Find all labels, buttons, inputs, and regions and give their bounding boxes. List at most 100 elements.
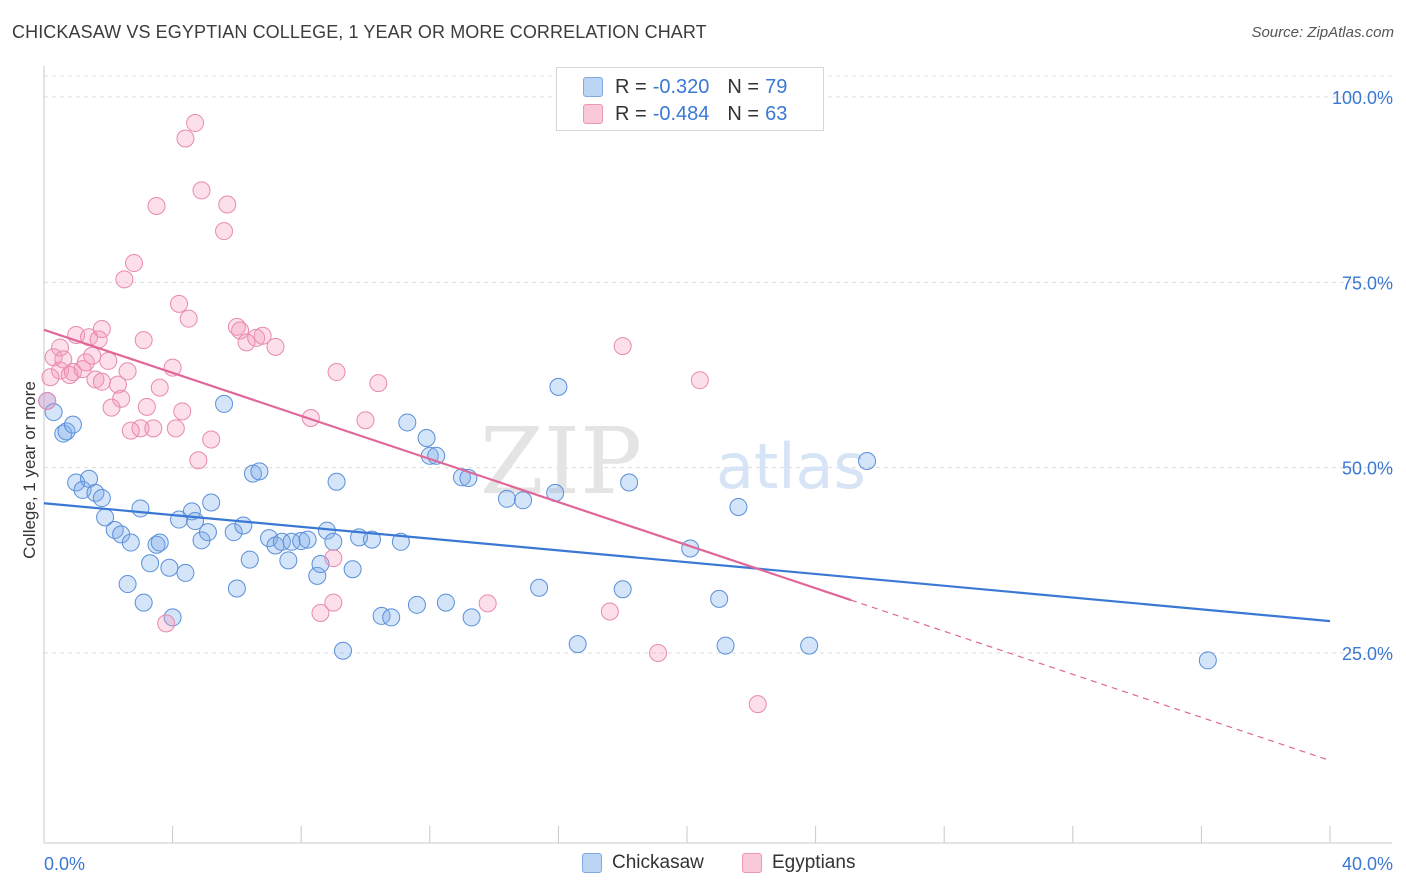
chickasaw-point [858, 451, 877, 470]
chickasaw-point [234, 516, 253, 535]
legend-item-egyptians[interactable]: Egyptians [742, 852, 855, 874]
egyptians-point [137, 397, 156, 416]
egyptians-point [690, 371, 709, 390]
egyptians-point [38, 391, 57, 410]
legend-item-chickasaw[interactable]: Chickasaw [582, 852, 704, 874]
chickasaw-point [44, 403, 63, 422]
chickasaw-point [620, 473, 639, 492]
chickasaw-point [613, 580, 632, 599]
r-label: R = [615, 102, 647, 125]
chickasaw-point [121, 533, 140, 552]
axes [43, 66, 1392, 844]
egyptians-point [173, 402, 192, 421]
egyptians-swatch [742, 853, 762, 873]
egyptians-point [54, 350, 73, 369]
chickasaw-point [391, 532, 410, 551]
egyptians-point [112, 389, 131, 408]
data-points [38, 113, 1217, 714]
chickasaw-point [150, 533, 169, 552]
chickasaw-point [198, 523, 217, 542]
chickasaw-point [298, 530, 317, 549]
chickasaw-point [417, 429, 436, 448]
chickasaw-point [308, 566, 327, 585]
x-tick-label: 0.0% [44, 854, 85, 874]
egyptians-point [324, 549, 343, 568]
chart-title: CHICKASAW VS EGYPTIAN COLLEGE, 1 YEAR OR… [12, 22, 707, 42]
chickasaw-point [250, 462, 269, 481]
egyptians-point [92, 320, 111, 339]
chickasaw-point [462, 608, 481, 627]
egyptians-point [170, 294, 189, 313]
egyptians-point [51, 338, 70, 357]
chickasaw-point [215, 394, 234, 413]
n-label: N = [727, 102, 760, 125]
chickasaw-point [272, 532, 291, 551]
egyptians-point [327, 363, 346, 382]
chickasaw-trend-line [43, 502, 1331, 623]
legend-label: Egyptians [772, 852, 856, 873]
egyptians-trend-line-extension [850, 599, 1331, 762]
egyptians-point [131, 419, 150, 438]
chickasaw-point [324, 532, 343, 551]
chickasaw-point [147, 535, 166, 554]
tick-labels: 100.0% 75.0% 50.0% 25.0% 0.0% 40.0% [44, 88, 1393, 874]
chickasaw-point [327, 472, 346, 491]
egyptians-point [237, 333, 256, 352]
chickasaw-swatch [583, 77, 603, 97]
chickasaw-point [362, 530, 381, 549]
egyptians-point [311, 603, 330, 622]
chickasaw-point [118, 575, 137, 594]
watermark-zip: ZIP [480, 408, 642, 515]
watermark-atlas: atlas [716, 430, 866, 503]
chickasaw-point [398, 413, 417, 432]
n-value: 79 [765, 75, 788, 98]
chickasaw-point [710, 589, 729, 608]
chickasaw-point [549, 377, 568, 396]
egyptians-point [125, 254, 144, 273]
egyptians-point [150, 378, 169, 397]
egyptians-point [356, 411, 375, 430]
egyptians-point [115, 270, 134, 289]
egyptians-point [63, 363, 82, 382]
egyptians-point [144, 419, 163, 438]
chickasaw-point [141, 554, 160, 573]
chickasaw-point [343, 560, 362, 579]
y-tick-label: 75.0% [1342, 273, 1393, 293]
x-tick-label: 40.0% [1342, 854, 1393, 874]
legend-row-egyptians: R = -0.484 N = 63 [583, 101, 787, 127]
chickasaw-point [800, 636, 819, 655]
r-value: -0.320 [652, 75, 710, 98]
egyptians-point [118, 362, 137, 381]
egyptians-point [108, 375, 127, 394]
chickasaw-point [436, 593, 455, 612]
egyptians-point [51, 361, 70, 380]
egyptians-point [231, 321, 250, 340]
egyptians-point [649, 644, 668, 662]
egyptians-point [92, 372, 111, 391]
egyptians-point [613, 337, 632, 356]
chickasaw-point [202, 493, 221, 512]
n-label: N = [727, 75, 760, 98]
n-value: 63 [765, 102, 788, 125]
chickasaw-point [279, 551, 298, 570]
chickasaw-point [407, 595, 426, 614]
egyptians-point [41, 368, 60, 387]
chickasaw-point [282, 532, 301, 551]
chickasaw-point [92, 489, 111, 508]
chickasaw-point [514, 491, 533, 510]
chickasaw-point [134, 593, 153, 612]
egyptians-point [478, 594, 497, 613]
chickasaw-point [57, 422, 76, 441]
egyptians-point [147, 196, 166, 215]
chickasaw-point [729, 497, 748, 516]
chickasaw-point [63, 415, 82, 434]
egyptians-point [369, 374, 388, 393]
egyptians-point [202, 430, 221, 449]
egyptians-point [99, 351, 118, 370]
egyptians-point [166, 419, 185, 438]
egyptians-point [192, 181, 211, 200]
chickasaw-point [530, 578, 549, 597]
chickasaw-swatch [582, 853, 602, 873]
trend-lines [43, 328, 1331, 762]
